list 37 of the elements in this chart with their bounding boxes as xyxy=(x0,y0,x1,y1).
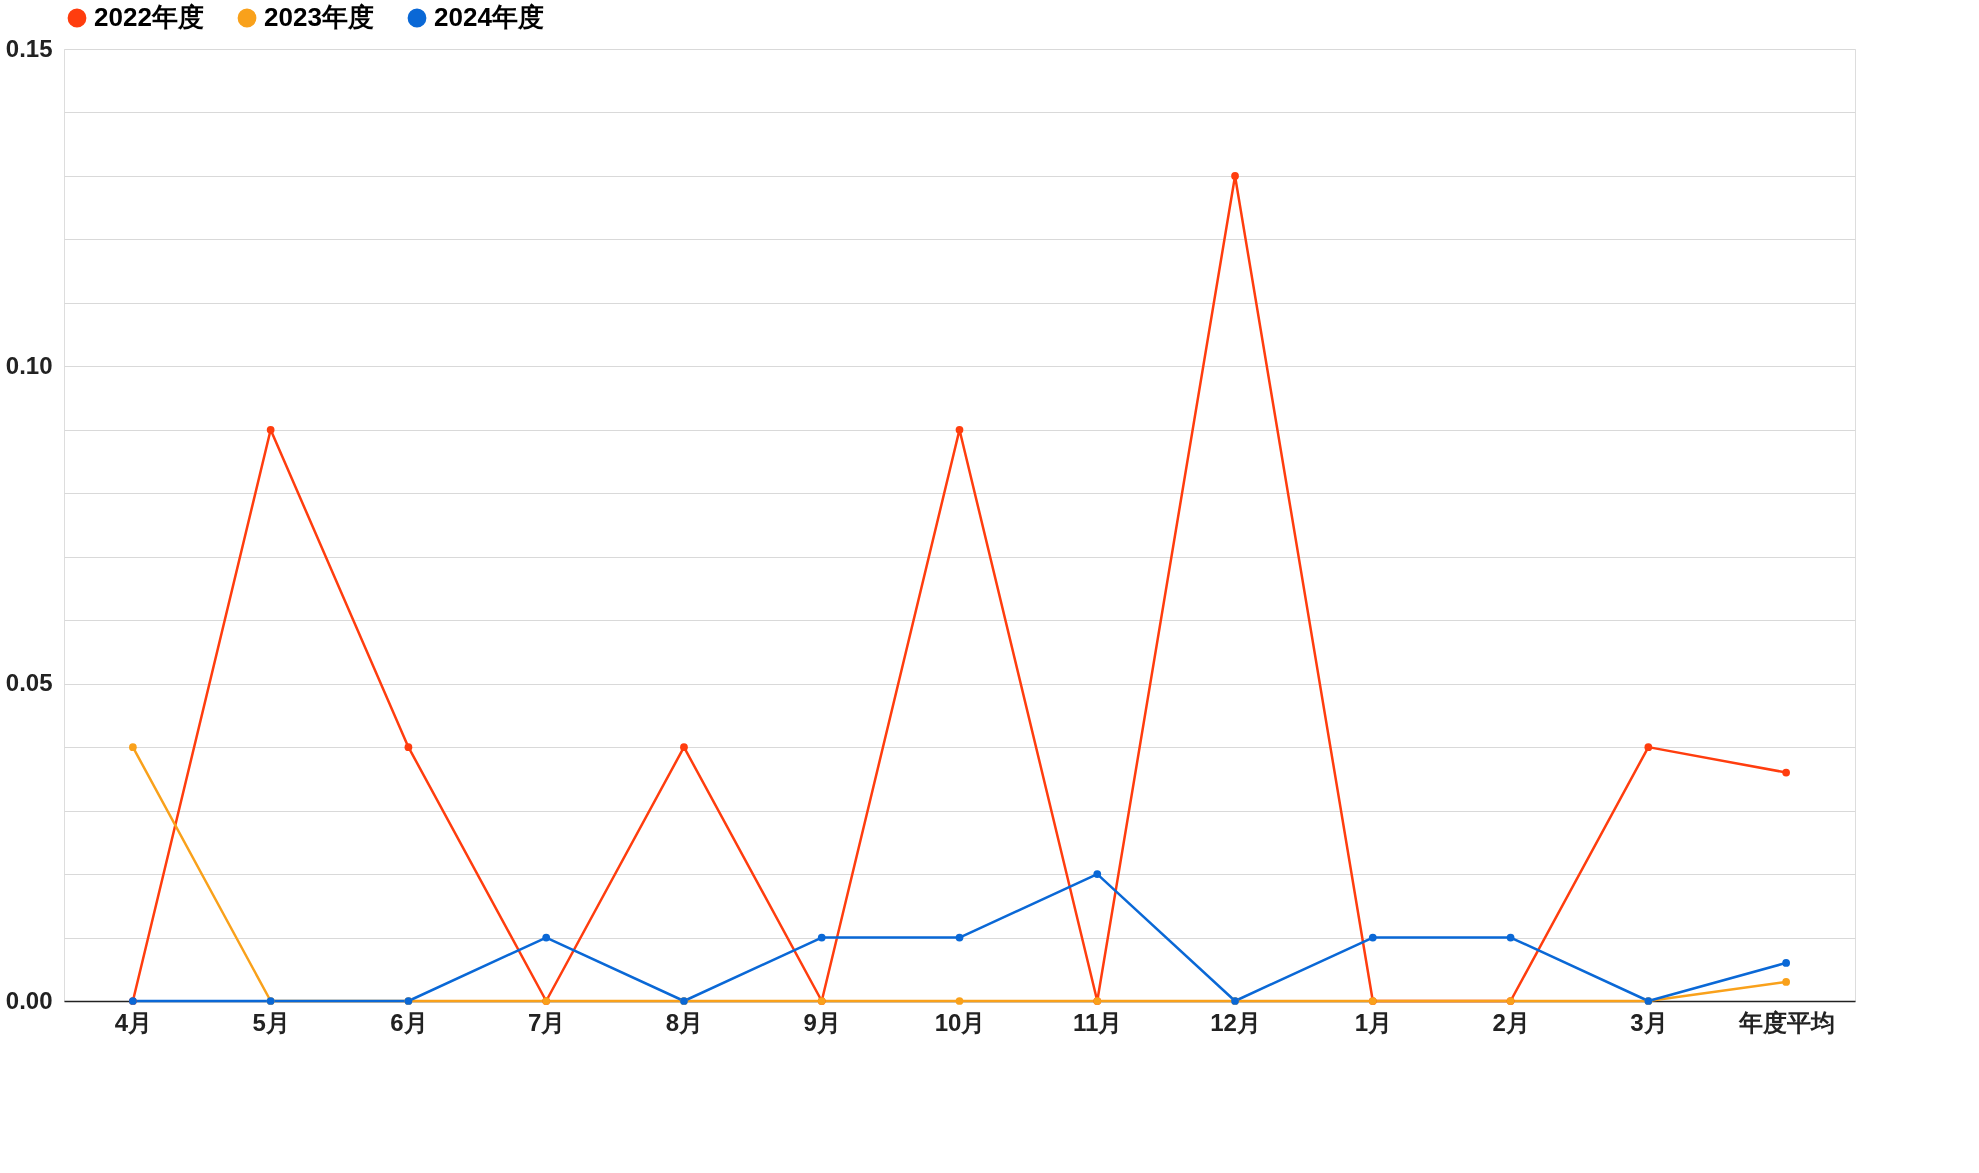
point xyxy=(1782,959,1790,967)
point xyxy=(955,997,964,1005)
point xyxy=(129,743,137,751)
x-tick-label: 6月 xyxy=(390,1008,428,1036)
x-tick-label: 10月 xyxy=(934,1008,986,1036)
point xyxy=(817,933,826,942)
point xyxy=(1093,870,1102,878)
x-tick-label: 年度平均 xyxy=(1737,1008,1835,1036)
point xyxy=(404,743,413,751)
x-tick-label: 1月 xyxy=(1354,1008,1392,1036)
y-tick-label: 0.15 xyxy=(5,34,53,62)
point xyxy=(1644,743,1653,751)
legend-label: 2023年度 xyxy=(264,2,374,32)
point xyxy=(1506,933,1515,942)
x-tick-label: 7月 xyxy=(528,1008,566,1036)
y-tick-label: 0.05 xyxy=(5,669,53,697)
legend-label: 2024年度 xyxy=(434,2,544,32)
x-tick-label: 12月 xyxy=(1210,1008,1261,1036)
x-tick-label: 11月 xyxy=(1073,1008,1123,1036)
point xyxy=(1368,933,1377,942)
x-tick-label: 4月 xyxy=(114,1008,153,1036)
y-tick-label: 0.10 xyxy=(5,351,53,379)
point xyxy=(955,933,964,942)
point xyxy=(1231,172,1239,180)
legend-label: 2022年度 xyxy=(94,2,204,32)
point xyxy=(955,425,964,434)
point xyxy=(1782,978,1790,986)
x-tick-label: 2月 xyxy=(1492,1008,1530,1036)
point xyxy=(680,743,688,751)
x-tick-label: 3月 xyxy=(1630,1008,1668,1036)
x-tick-label: 8月 xyxy=(665,1008,704,1036)
point xyxy=(542,933,551,942)
point xyxy=(266,425,275,434)
point xyxy=(1782,768,1790,777)
x-tick-label: 9月 xyxy=(803,1008,841,1036)
text: 0.00 xyxy=(5,986,53,1014)
x-tick-label: 5月 xyxy=(252,1008,290,1036)
